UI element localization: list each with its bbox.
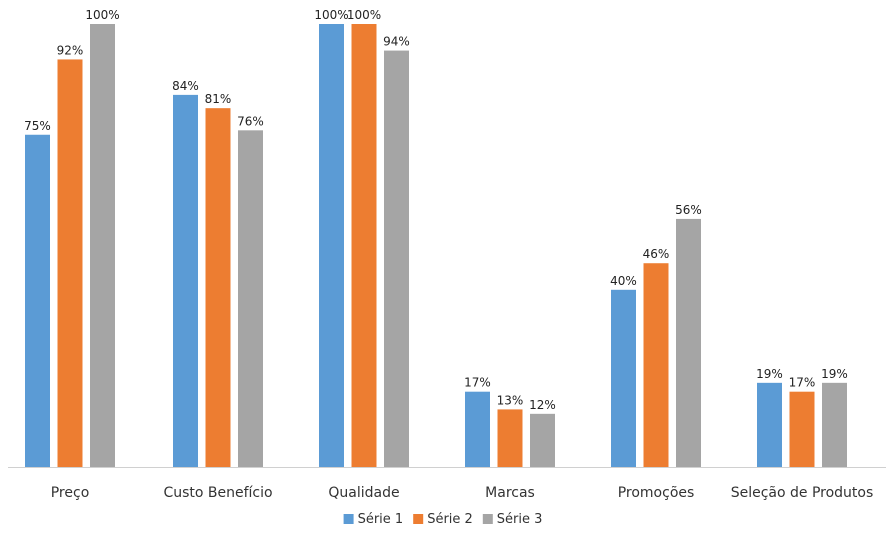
legend-item-series-3: Série 3 [482,512,543,527]
bar-qualidade-series-2 [351,24,377,467]
bar-preco-series-2 [57,59,83,467]
bar-custo-beneficio-series-1 [173,94,198,467]
bar-selecao-de-produtos-series-1 [757,382,782,467]
bar-custo-beneficio-series-2 [205,108,231,468]
legend: Série 1 Série 2 Série 3 [343,512,543,527]
data-label-marcas-series-3: 12% [529,398,556,412]
data-label-promocoes-series-1: 40% [610,274,637,288]
bar-promocoes-series-3 [676,218,701,467]
data-label-custo-beneficio-series-2: 81% [205,92,232,106]
data-label-selecao-de-produtos-series-2: 17% [789,376,816,390]
x-tick-label-qualidade: Qualidade [328,485,399,501]
data-label-selecao-de-produtos-series-3: 19% [821,367,848,381]
data-label-qualidade-series-1: 100% [314,8,348,22]
bar-preco-series-3 [90,24,115,467]
data-label-selecao-de-produtos-series-1: 19% [756,367,783,381]
x-tick-label-promocoes: Promoções [618,485,695,501]
bar-marcas-series-2 [497,409,523,467]
data-label-preco-series-2: 92% [57,43,84,57]
data-label-qualidade-series-2: 100% [347,8,381,22]
legend-swatch-series-3 [482,514,493,524]
data-label-custo-beneficio-series-1: 84% [172,79,199,93]
bar-selecao-de-produtos-series-2 [789,391,815,467]
legend-label-series-1: Série 1 [358,512,404,527]
bar-preco-series-1 [25,134,50,467]
data-label-preco-series-1: 75% [24,119,51,133]
data-label-custo-beneficio-series-3: 76% [237,114,264,128]
legend-label-series-3: Série 3 [497,512,543,527]
legend-swatch-series-1 [343,514,354,524]
legend-label-series-2: Série 2 [427,512,473,527]
data-label-promocoes-series-2: 46% [643,247,670,261]
x-tick-label-custo-beneficio: Custo Benefício [163,485,272,501]
bar-promocoes-series-2 [643,263,669,467]
x-axis-tick-labels: Preço Custo Benefício Qualidade Marcas Promo… [51,485,874,501]
bar-marcas-series-1 [465,391,490,467]
data-label-marcas-series-1: 17% [464,376,491,390]
bar-marcas-series-3 [530,413,555,467]
bars-layer [25,24,847,468]
data-label-promocoes-series-3: 56% [675,203,702,217]
bar-promocoes-series-1 [611,289,636,467]
bar-custo-beneficio-series-3 [238,130,263,467]
legend-item-series-2: Série 2 [413,512,473,527]
x-tick-label-marcas: Marcas [485,485,535,501]
legend-swatch-series-2 [413,514,424,524]
legend-item-series-1: Série 1 [343,512,404,527]
data-label-qualidade-series-3: 94% [383,35,410,49]
bar-qualidade-series-1 [319,24,344,467]
data-label-preco-series-3: 100% [85,8,119,22]
x-tick-label-preco: Preço [51,485,90,501]
data-labels-layer: 75%92%100%84%81%76%100%100%94%17%13% 12%4… [24,8,848,412]
bar-qualidade-series-3 [384,50,409,467]
bar-selecao-de-produtos-series-3 [822,382,847,467]
data-label-marcas-series-2: 13% [497,393,524,407]
x-tick-label-selecao-de-produtos: Seleção de Produtos [731,485,874,501]
